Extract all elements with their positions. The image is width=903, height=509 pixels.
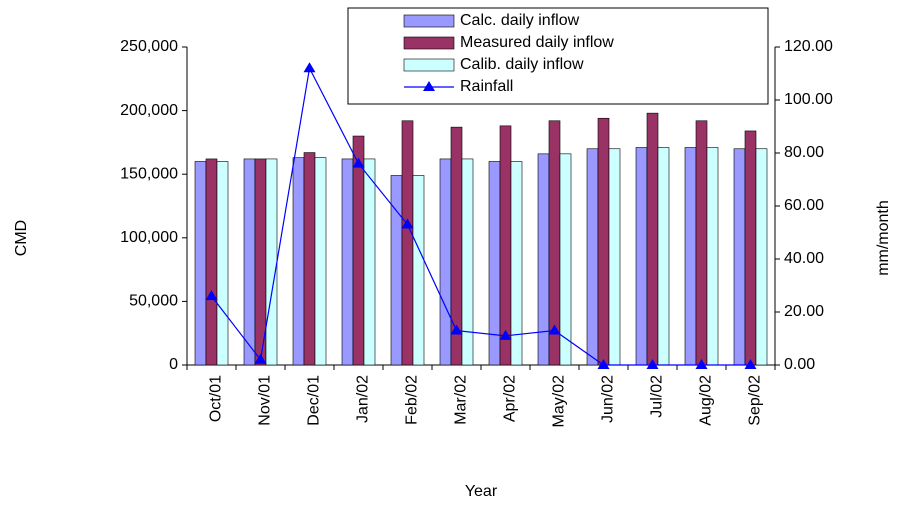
x-tick-label: May/02: [551, 375, 568, 428]
legend-label: Rainfall: [460, 78, 513, 95]
marker: [254, 353, 267, 364]
legend-label: Calc. daily inflow: [460, 12, 580, 29]
x-tick-label: Dec/01: [306, 375, 323, 426]
marker: [205, 290, 218, 301]
legend-swatch: [403, 36, 455, 50]
bar: [292, 157, 305, 366]
x-tick-label: Feb/02: [404, 375, 421, 425]
y-tick-label: 250,000: [120, 38, 178, 55]
x-axis-title: Year: [465, 483, 498, 500]
y2-tick-label: 0.00: [784, 356, 815, 373]
bar: [216, 161, 229, 366]
bar: [706, 147, 719, 366]
bar: [608, 148, 621, 366]
bar: [635, 147, 648, 366]
bar: [646, 112, 659, 366]
legend-label: Calib. daily inflow: [460, 56, 584, 73]
bar: [657, 147, 670, 366]
bar: [499, 125, 512, 366]
x-tick-label: Jul/02: [649, 375, 666, 418]
bar: [744, 130, 757, 366]
y2-tick-label: 60.00: [784, 197, 824, 214]
marker: [303, 62, 316, 73]
x-tick-label: Oct/01: [208, 375, 225, 422]
y2-tick-label: 120.00: [784, 38, 833, 55]
legend-swatch: [403, 58, 455, 72]
bar: [755, 148, 768, 366]
marker: [401, 218, 414, 229]
marker: [695, 359, 708, 369]
bar: [559, 153, 572, 366]
bar: [412, 175, 425, 366]
bar: [586, 148, 599, 366]
y-tick-label: 0: [169, 356, 178, 373]
bar: [314, 157, 327, 366]
marker: [499, 329, 512, 340]
bar: [510, 161, 523, 366]
y-tick-label: 50,000: [129, 293, 178, 310]
bar: [439, 158, 452, 366]
bar: [390, 175, 403, 366]
line: [211, 66, 751, 366]
y2-tick-label: 80.00: [784, 144, 824, 161]
marker: [548, 324, 561, 335]
y-axis-title: CMD: [13, 220, 30, 256]
bar: [733, 148, 746, 366]
bar: [352, 135, 365, 366]
y-tick-label: 150,000: [120, 165, 178, 182]
legend-marker: [423, 81, 435, 91]
y2-tick-label: 100.00: [784, 91, 833, 108]
bar: [401, 120, 414, 366]
marker: [352, 157, 365, 168]
bar: [363, 158, 376, 366]
x-tick-label: Sep/02: [747, 375, 764, 426]
bar: [537, 153, 550, 366]
x-tick-label: Jun/02: [600, 375, 617, 423]
bar: [684, 147, 697, 366]
x-tick-label: Mar/02: [453, 375, 470, 425]
y-tick-label: 200,000: [120, 102, 178, 119]
y2-tick-label: 40.00: [784, 250, 824, 267]
bar: [243, 158, 256, 366]
bar: [265, 158, 278, 366]
marker: [597, 359, 610, 369]
bar: [597, 117, 610, 366]
x-tick-label: Nov/01: [257, 375, 274, 426]
bar: [303, 152, 316, 366]
bar: [194, 161, 207, 366]
bar: [695, 120, 708, 366]
marker: [450, 324, 463, 335]
y-tick-label: 100,000: [120, 229, 178, 246]
y2-axis-title: mm/month: [875, 200, 892, 276]
bar: [341, 158, 354, 366]
marker: [744, 359, 757, 369]
x-tick-label: Jan/02: [355, 375, 372, 423]
y2-tick-label: 20.00: [784, 303, 824, 320]
marker: [646, 359, 659, 369]
x-tick-label: Aug/02: [698, 375, 715, 426]
bar: [461, 158, 474, 366]
bar: [205, 158, 218, 366]
x-tick-label: Apr/02: [502, 375, 519, 422]
legend-label: Measured daily inflow: [460, 34, 614, 51]
legend-swatch: [403, 14, 455, 28]
